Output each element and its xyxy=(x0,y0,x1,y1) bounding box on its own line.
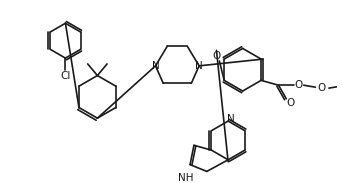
Text: O: O xyxy=(317,83,325,93)
Text: N: N xyxy=(227,114,235,124)
Text: O: O xyxy=(295,80,303,90)
Text: N: N xyxy=(152,61,159,71)
Text: O: O xyxy=(286,98,294,108)
Text: N: N xyxy=(195,61,203,71)
Text: NH: NH xyxy=(179,173,194,183)
Text: Cl: Cl xyxy=(60,70,71,81)
Text: O: O xyxy=(212,51,221,61)
